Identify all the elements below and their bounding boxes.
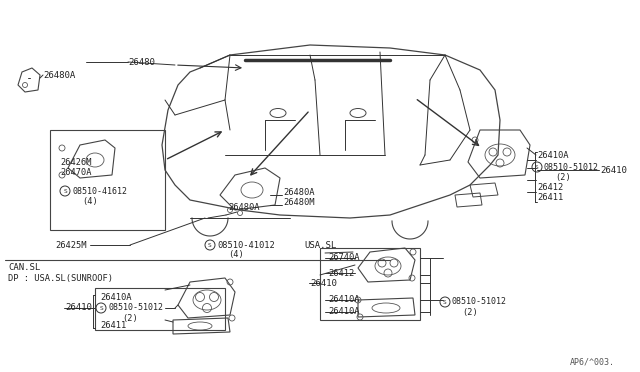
Text: 08510-51012: 08510-51012: [452, 298, 507, 307]
Text: DP : USA.SL(SUNROOF): DP : USA.SL(SUNROOF): [8, 273, 113, 282]
Text: 26480: 26480: [128, 58, 155, 67]
Text: USA.SL: USA.SL: [304, 241, 336, 250]
Text: 26480M: 26480M: [283, 198, 314, 206]
Text: S: S: [99, 305, 103, 311]
Text: 26410: 26410: [310, 279, 337, 288]
Text: S: S: [443, 299, 447, 305]
Text: 08510-41612: 08510-41612: [72, 186, 127, 196]
Text: 26411: 26411: [100, 321, 126, 330]
Text: 08510-51012: 08510-51012: [544, 163, 599, 171]
Text: 26740A: 26740A: [328, 253, 360, 263]
Text: 26412: 26412: [537, 183, 563, 192]
Text: 26425M: 26425M: [55, 241, 86, 250]
Text: 26410A: 26410A: [328, 308, 360, 317]
Text: 26480A: 26480A: [43, 71, 76, 80]
Text: (2): (2): [122, 314, 138, 323]
Text: 26410A: 26410A: [328, 295, 360, 305]
Text: 26410A: 26410A: [100, 292, 131, 301]
Text: 26412: 26412: [328, 269, 355, 278]
Text: (4): (4): [228, 250, 244, 259]
Text: 08510-51012: 08510-51012: [108, 304, 163, 312]
Text: S: S: [208, 243, 212, 247]
Text: 26411: 26411: [537, 192, 563, 202]
Text: S: S: [535, 164, 539, 170]
Text: 26410: 26410: [600, 166, 627, 174]
Text: 26480A: 26480A: [228, 202, 259, 212]
Text: 08510-41012: 08510-41012: [217, 241, 275, 250]
Text: 26410A: 26410A: [537, 151, 568, 160]
Text: (2): (2): [555, 173, 571, 182]
Text: S: S: [63, 189, 67, 193]
Text: 26480A: 26480A: [283, 187, 314, 196]
Text: 26410: 26410: [65, 304, 92, 312]
Text: 26470A: 26470A: [60, 167, 92, 176]
Text: AP6/^003.: AP6/^003.: [570, 357, 615, 366]
Text: CAN.SL: CAN.SL: [8, 263, 40, 273]
Text: (4): (4): [82, 196, 98, 205]
Text: 26426M: 26426M: [60, 157, 92, 167]
Text: (2): (2): [462, 308, 477, 317]
